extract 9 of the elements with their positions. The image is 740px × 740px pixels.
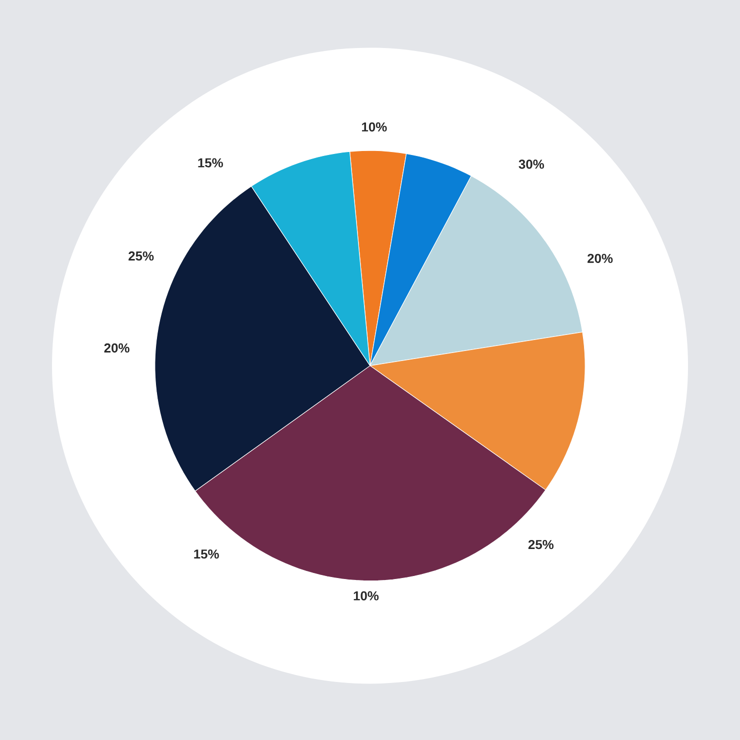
text: 20% — [588, 254, 613, 263]
text: 25% — [528, 540, 554, 550]
text: 15% — [198, 158, 223, 168]
text: 15% — [194, 549, 219, 559]
text: 25% — [128, 251, 154, 261]
text: 20% — [104, 343, 130, 353]
text: 30% — [518, 160, 544, 169]
text: 10% — [354, 591, 379, 600]
text: 10% — [362, 122, 387, 132]
